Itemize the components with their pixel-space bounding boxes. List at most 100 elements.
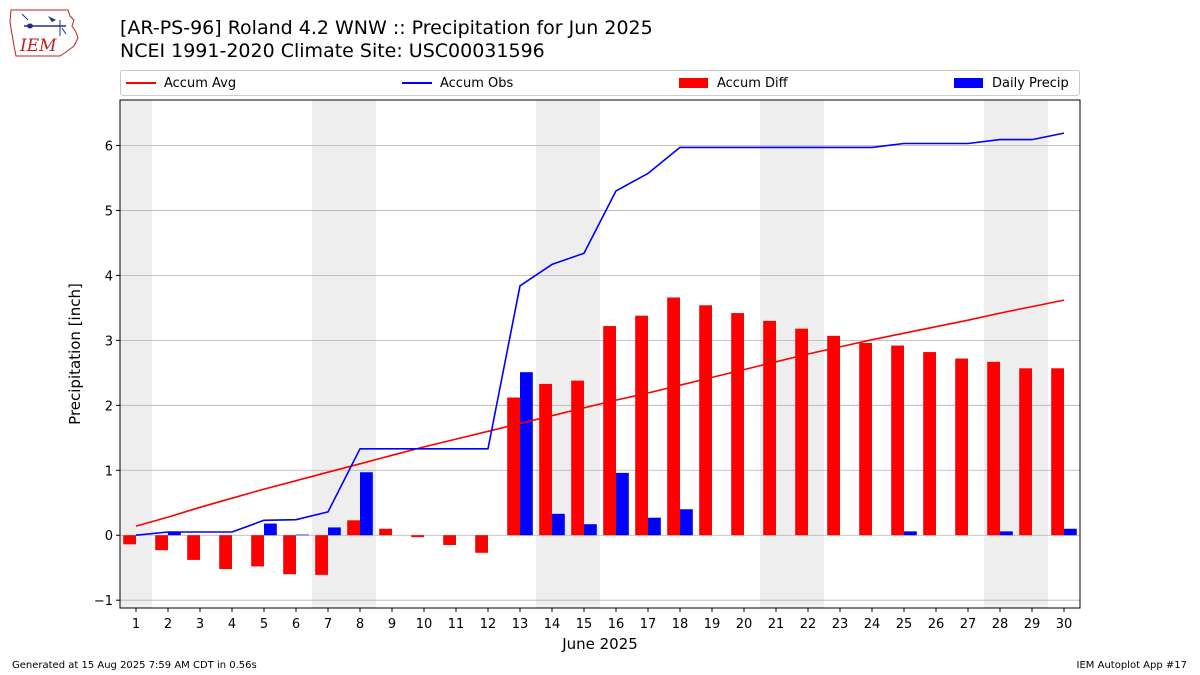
weekend-band-7: [312, 100, 344, 608]
y-tick-label: 1: [105, 464, 113, 479]
x-tick-label: 3: [196, 617, 204, 632]
weekend-band-21: [760, 100, 792, 608]
daily-precip-bar: [264, 523, 277, 536]
legend-swatch-accum-obs: [402, 82, 432, 84]
accum-diff-bar: [443, 535, 456, 545]
series-lines: [135, 132, 1065, 536]
legend-swatch-daily-precip: [954, 78, 983, 88]
y-tick-label: 2: [105, 399, 113, 414]
accum-diff-bar: [603, 326, 616, 536]
x-tick-label: 9: [388, 617, 396, 632]
daily-precip-bar: [360, 472, 373, 536]
chart-subtitle: NCEI 1991-2020 Climate Site: USC00031596: [120, 40, 545, 62]
weekend-band-8: [344, 100, 376, 608]
x-tick-label: 29: [1024, 617, 1041, 632]
x-tick-label: 5: [260, 617, 268, 632]
daily-precip-bar: [584, 524, 597, 536]
accum-diff-bar: [795, 328, 808, 536]
x-tick-label: 10: [416, 617, 433, 632]
legend-item-accum-diff: Accum Diff: [679, 71, 788, 95]
x-tick-label: 7: [324, 617, 332, 632]
x-tick-label: 24: [864, 617, 881, 632]
x-tick-label: 18: [672, 617, 689, 632]
legend-label-accum-diff: Accum Diff: [717, 75, 788, 91]
accum-obs-line: [135, 132, 1065, 536]
daily-precip-bar: [1064, 528, 1077, 536]
x-tick-label: 20: [736, 617, 753, 632]
x-tick-label: 11: [448, 617, 465, 632]
accum-diff-bar: [699, 305, 712, 536]
x-tick-label: 21: [768, 617, 785, 632]
y-tick-label: 5: [105, 204, 113, 219]
bars: [123, 297, 1077, 575]
x-tick-label: 17: [640, 617, 657, 632]
x-tick-label: 28: [992, 617, 1009, 632]
daily-precip-bar: [904, 531, 917, 536]
daily-precip-bar: [616, 472, 629, 536]
accum-diff-bar: [731, 313, 744, 536]
x-tick-label: 13: [512, 617, 529, 632]
daily-precip-bar: [168, 531, 181, 536]
daily-precip-bar: [552, 513, 565, 536]
x-tick-label: 25: [896, 617, 913, 632]
accum-diff-bar: [571, 380, 584, 536]
legend-label-daily-precip: Daily Precip: [992, 75, 1069, 91]
daily-precip-bar: [296, 534, 309, 536]
legend-item-accum-avg: Accum Avg: [126, 71, 236, 95]
legend: Accum Avg Accum Obs Accum Diff Daily Pre…: [120, 70, 1080, 96]
legend-item-daily-precip: Daily Precip: [954, 71, 1069, 95]
accum-diff-bar: [667, 297, 680, 536]
iem-logo: IEM: [9, 9, 79, 57]
x-tick-label: 15: [576, 617, 593, 632]
accum-diff-bar: [123, 535, 136, 545]
x-tick-label: 6: [292, 617, 300, 632]
x-tick-label: 16: [608, 617, 625, 632]
x-tick-label: 27: [960, 617, 977, 632]
y-tick-label: 0: [105, 529, 113, 544]
accum-diff-bar: [283, 535, 296, 575]
daily-precip-bar: [1000, 531, 1013, 536]
chart-title: [AR-PS-96] Roland 4.2 WNW :: Precipitati…: [120, 17, 653, 39]
accum-diff-bar: [347, 520, 360, 536]
legend-swatch-accum-diff: [679, 78, 708, 88]
weekend-band-14: [536, 100, 568, 608]
weekend-band-28: [984, 100, 1016, 608]
x-tick-label: 2: [164, 617, 172, 632]
accum-diff-bar: [251, 535, 264, 567]
accum-diff-bar: [379, 528, 392, 536]
daily-precip-bar: [680, 509, 693, 536]
accum-diff-bar: [315, 535, 328, 575]
x-tick-label: 19: [704, 617, 721, 632]
x-tick-label: 1: [132, 617, 140, 632]
daily-precip-bar: [328, 527, 341, 536]
weekend-band-22: [792, 100, 824, 608]
y-tick-label: −1: [94, 594, 113, 609]
weekend-band-15: [568, 100, 600, 608]
generated-timestamp: Generated at 15 Aug 2025 7:59 AM CDT in …: [12, 660, 257, 671]
weekend-band-1: [120, 100, 152, 608]
weekend-band-29: [1016, 100, 1048, 608]
x-tick-label: 23: [832, 617, 849, 632]
accum-diff-bar: [827, 335, 840, 536]
accum-diff-bar: [923, 352, 936, 536]
x-tick-label: 8: [356, 617, 364, 632]
accum-diff-bar: [635, 315, 648, 536]
accum-diff-bar: [859, 342, 872, 536]
app-credit: IEM Autoplot App #17: [1076, 660, 1187, 671]
accum-diff-bar: [539, 383, 552, 536]
accum-diff-bar: [219, 535, 232, 570]
x-tick-label: 22: [800, 617, 817, 632]
accum-diff-bar: [987, 361, 1000, 536]
accum-diff-bar: [763, 320, 776, 536]
legend-item-accum-obs: Accum Obs: [402, 71, 513, 95]
legend-label-accum-obs: Accum Obs: [440, 75, 514, 91]
legend-label-accum-avg: Accum Avg: [164, 75, 237, 91]
accum-diff-bar: [507, 397, 520, 536]
x-axis-label: June 2025: [561, 635, 638, 653]
accum-avg-line: [135, 299, 1065, 527]
y-axis-label: Precipitation [inch]: [66, 283, 84, 425]
accum-diff-bar: [155, 535, 168, 551]
daily-precip-bar: [520, 372, 533, 536]
